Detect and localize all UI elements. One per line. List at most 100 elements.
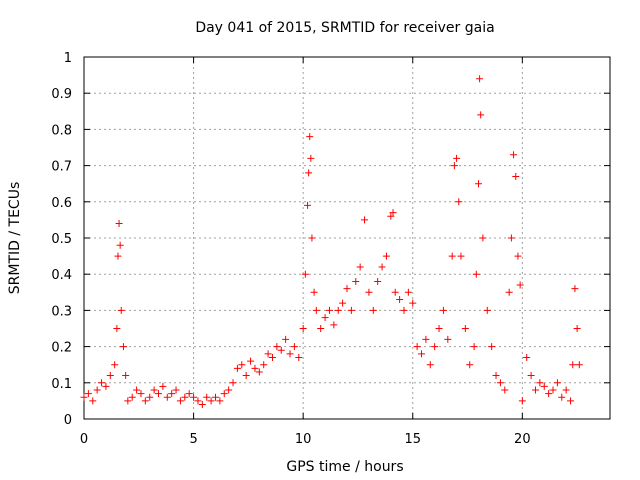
data-point — [146, 393, 154, 401]
data-point — [475, 180, 482, 188]
x-tick-label: 15 — [404, 432, 421, 447]
data-point — [273, 343, 281, 351]
data-point — [453, 154, 461, 162]
y-tick-label: 0.1 — [51, 377, 72, 392]
data-point — [163, 393, 171, 401]
data-point — [286, 350, 294, 358]
data-point — [562, 386, 570, 394]
data-point — [141, 397, 149, 405]
y-tick-label: 0 — [64, 413, 72, 428]
data-point — [382, 252, 390, 260]
data-point — [317, 325, 325, 332]
data-point — [431, 343, 439, 351]
data-point — [545, 390, 553, 398]
data-point — [212, 393, 219, 401]
data-point — [159, 382, 167, 390]
data-point — [516, 281, 524, 289]
data-point — [255, 368, 263, 376]
data-point — [137, 390, 145, 398]
data-point — [553, 379, 561, 387]
data-point — [155, 390, 163, 398]
data-point — [439, 306, 447, 314]
data-point — [365, 288, 373, 296]
data-point — [512, 172, 520, 180]
data-point — [361, 216, 369, 224]
data-point — [444, 335, 452, 343]
data-point — [150, 386, 158, 394]
data-point — [238, 361, 246, 369]
data-point — [569, 361, 577, 369]
data-point — [488, 343, 496, 351]
y-tick-label: 0.6 — [51, 196, 72, 211]
data-point — [400, 306, 408, 314]
data-point — [290, 343, 298, 351]
data-point — [356, 263, 364, 271]
data-point — [172, 386, 180, 394]
data-point — [190, 393, 198, 401]
x-tick-label: 0 — [80, 432, 88, 447]
x-tick-label: 10 — [295, 432, 312, 447]
chart-title: Day 041 of 2015, SRMTID for receiver gai… — [195, 20, 494, 36]
data-point — [229, 379, 237, 387]
x-tick-label: 20 — [514, 432, 531, 447]
data-point — [540, 382, 548, 390]
data-point — [518, 397, 526, 405]
data-point — [312, 306, 320, 314]
data-point — [575, 361, 583, 369]
data-point — [247, 357, 255, 365]
data-point — [220, 390, 228, 398]
data-point — [113, 325, 121, 332]
data-point — [84, 390, 92, 398]
data-point — [505, 288, 513, 296]
data-point — [80, 393, 88, 401]
data-point — [483, 306, 491, 314]
data-point — [198, 401, 206, 409]
data-point — [325, 306, 333, 314]
data-point — [251, 364, 259, 372]
data-point — [133, 386, 141, 394]
data-point — [396, 296, 404, 304]
data-point — [168, 390, 176, 398]
data-point — [514, 252, 522, 260]
data-point — [479, 234, 487, 242]
data-point — [352, 277, 360, 285]
x-tick-label: 5 — [189, 432, 197, 447]
data-point — [477, 111, 485, 119]
data-point — [216, 397, 224, 405]
data-point — [374, 277, 382, 285]
data-point — [369, 306, 377, 314]
y-tick-label: 0.7 — [51, 160, 72, 175]
data-point — [531, 386, 539, 394]
data-point — [523, 353, 531, 361]
data-point — [194, 397, 202, 405]
data-point — [282, 335, 290, 343]
data-point — [418, 350, 426, 358]
data-point — [310, 288, 318, 296]
data-point — [492, 372, 500, 380]
plot-frame — [83, 56, 611, 420]
data-point — [242, 372, 250, 380]
data-point — [347, 306, 355, 314]
data-point — [299, 325, 307, 332]
data-point — [549, 386, 557, 394]
data-point — [185, 390, 193, 398]
data-point — [307, 154, 315, 162]
data-point — [470, 343, 478, 351]
data-point — [203, 393, 211, 401]
data-point — [527, 372, 535, 380]
y-tick-label: 1 — [64, 51, 72, 66]
data-point — [264, 350, 272, 358]
y-tick-label: 0.4 — [51, 268, 72, 283]
data-point — [93, 386, 101, 394]
data-point — [268, 353, 276, 361]
data-point — [117, 306, 125, 314]
data-point — [306, 133, 314, 141]
data-point — [122, 372, 130, 380]
data-point — [409, 299, 417, 307]
data-point — [106, 372, 114, 380]
y-tick-label: 0.8 — [51, 123, 72, 138]
data-point — [308, 234, 316, 242]
grid — [84, 57, 610, 419]
y-tick-label: 0.3 — [51, 304, 72, 319]
